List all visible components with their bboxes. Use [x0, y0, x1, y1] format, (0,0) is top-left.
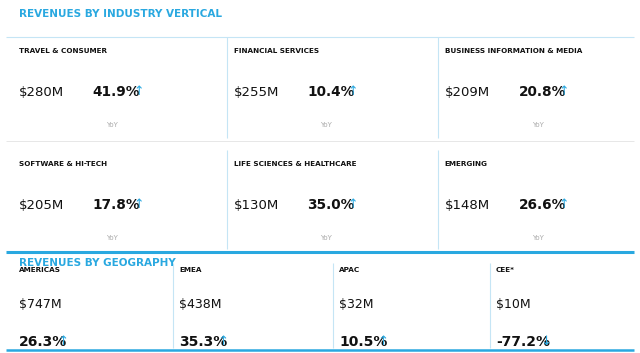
- Text: SOFTWARE & HI-TECH: SOFTWARE & HI-TECH: [19, 161, 108, 167]
- Text: 35.0%: 35.0%: [307, 198, 355, 212]
- Text: FINANCIAL SERVICES: FINANCIAL SERVICES: [234, 48, 319, 54]
- Text: AMERICAS: AMERICAS: [19, 267, 61, 273]
- Text: TRAVEL & CONSUMER: TRAVEL & CONSUMER: [19, 48, 108, 54]
- Text: ↑: ↑: [58, 335, 68, 348]
- Text: 17.8%: 17.8%: [93, 198, 140, 212]
- Text: EMERGING: EMERGING: [445, 161, 488, 167]
- Text: $255M: $255M: [234, 86, 279, 100]
- Text: YoY: YoY: [106, 235, 118, 241]
- Text: -77.2%: -77.2%: [496, 335, 550, 349]
- Text: 26.6%: 26.6%: [518, 198, 566, 212]
- Text: REVENUES BY INDUSTRY VERTICAL: REVENUES BY INDUSTRY VERTICAL: [19, 9, 222, 19]
- Text: $148M: $148M: [445, 199, 490, 213]
- Text: ↑: ↑: [348, 85, 358, 98]
- Text: ↑: ↑: [133, 85, 143, 98]
- Text: ↑: ↑: [559, 85, 569, 98]
- Text: 26.3%: 26.3%: [19, 335, 67, 349]
- Text: $130M: $130M: [234, 199, 279, 213]
- Text: 10.4%: 10.4%: [307, 85, 355, 99]
- Text: $32M: $32M: [339, 298, 374, 311]
- Text: ↑: ↑: [218, 335, 228, 348]
- Text: CEE*: CEE*: [496, 267, 515, 273]
- Text: ↓: ↓: [540, 335, 551, 348]
- Text: 10.5%: 10.5%: [339, 335, 388, 349]
- Text: $209M: $209M: [445, 86, 490, 100]
- Text: EMEA: EMEA: [179, 267, 202, 273]
- Text: $10M: $10M: [496, 298, 531, 311]
- Text: LIFE SCIENCES & HEALTHCARE: LIFE SCIENCES & HEALTHCARE: [234, 161, 356, 167]
- Text: $747M: $747M: [19, 298, 62, 311]
- Text: 35.3%: 35.3%: [179, 335, 227, 349]
- Text: $438M: $438M: [179, 298, 221, 311]
- Text: APAC: APAC: [339, 267, 360, 273]
- Text: YoY: YoY: [321, 235, 332, 241]
- Text: $280M: $280M: [19, 86, 65, 100]
- Text: ↑: ↑: [348, 198, 358, 211]
- Text: $205M: $205M: [19, 199, 65, 213]
- Text: YoY: YoY: [532, 235, 543, 241]
- Text: ↑: ↑: [559, 198, 569, 211]
- Text: ↑: ↑: [378, 335, 388, 348]
- Text: ↑: ↑: [133, 198, 143, 211]
- Text: YoY: YoY: [321, 122, 332, 128]
- Text: REVENUES BY GEOGRAPHY: REVENUES BY GEOGRAPHY: [19, 258, 176, 268]
- Text: YoY: YoY: [106, 122, 118, 128]
- Text: 41.9%: 41.9%: [93, 85, 140, 99]
- Text: YoY: YoY: [532, 122, 543, 128]
- Text: 20.8%: 20.8%: [518, 85, 566, 99]
- Text: BUSINESS INFORMATION & MEDIA: BUSINESS INFORMATION & MEDIA: [445, 48, 582, 54]
